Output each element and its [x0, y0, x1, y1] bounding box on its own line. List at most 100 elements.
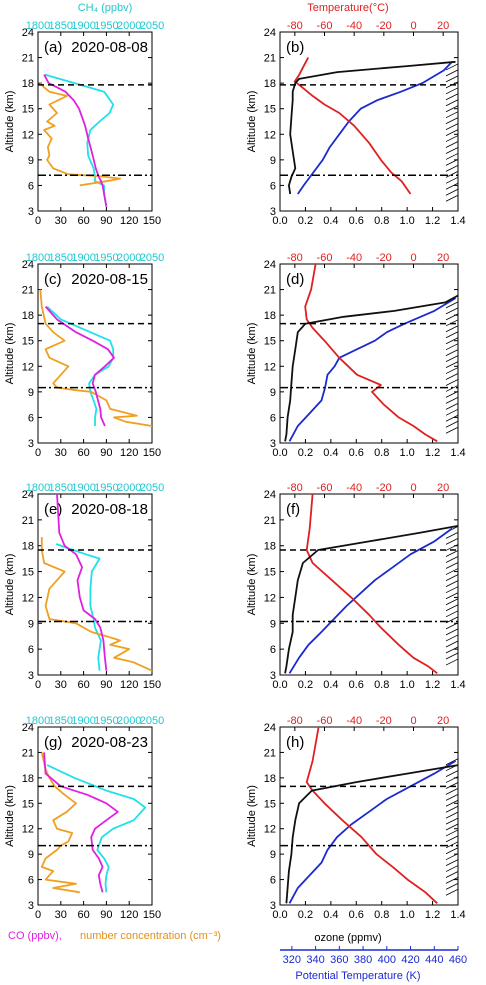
- wind-barb: [445, 871, 459, 878]
- y-tick-label: 9: [28, 387, 34, 399]
- panel-letter: (c): [44, 271, 62, 288]
- ozone-tick-label: 0.6: [349, 447, 364, 459]
- co-profile-line: [43, 74, 108, 207]
- ch4-tick-label: 2000: [117, 20, 141, 32]
- plot-frame: [279, 493, 459, 676]
- co-tick-label: 150: [143, 679, 161, 691]
- co-tick-label: 30: [55, 909, 67, 921]
- ch4-tick-label: 2050: [140, 715, 164, 727]
- ch4-tick-label: 1800: [26, 252, 50, 264]
- ozone-tick-label: 0.4: [323, 679, 338, 691]
- panel-h-chart: 3 6 9 12 15 18 21 24 Altitude (km) (h) 0.0 0.2 0.4 0.…: [246, 715, 466, 921]
- temperature-profile-line: [305, 726, 438, 904]
- wind-barb: [445, 420, 459, 428]
- ch4-tick-label: 1950: [94, 482, 118, 494]
- ozone-tick-label: 0.0: [272, 909, 287, 921]
- ozone-tick-label: 0.8: [374, 679, 389, 691]
- wind-barb: [445, 805, 459, 813]
- temperature-tick-label: -20: [376, 715, 392, 727]
- ozone-tick-label: 0.0: [272, 447, 287, 459]
- nc-profile-line: [40, 537, 153, 672]
- temperature-tick-label: -40: [346, 715, 362, 727]
- y-tick-label: 6: [270, 644, 276, 656]
- panel-b-chart: 3 6 9 12 15 18 21 24 Altitude (km) (b) 0.0 0.2 0.4 0.…: [246, 20, 466, 227]
- ozone-tick-label: 1.4: [450, 909, 465, 921]
- y-tick-label: 21: [264, 515, 276, 527]
- co-tick-label: 60: [77, 447, 89, 459]
- co-tick-label: 150: [143, 909, 161, 921]
- y-tick-label: 24: [22, 489, 34, 501]
- plot-frame: [37, 493, 153, 676]
- wind-barb: [445, 343, 459, 351]
- wind-barb: [445, 823, 459, 831]
- y-tick-label: 6: [28, 644, 34, 656]
- wind-barb: [445, 835, 459, 843]
- y-tick-label: 24: [22, 722, 34, 734]
- wind-barb: [445, 758, 459, 766]
- panel-date: 2020-08-15: [71, 271, 148, 288]
- wind-barb: [445, 75, 459, 83]
- wind-barb: [445, 87, 459, 95]
- theta-tick-label: 360: [330, 954, 348, 966]
- wind-barb: [445, 176, 459, 184]
- y-tick-label: 24: [264, 259, 276, 271]
- theta-profile-line: [297, 61, 453, 195]
- co-tick-label: 30: [55, 215, 67, 227]
- wind-barb: [445, 93, 459, 101]
- y-axis-label: Altitude (km): [4, 554, 16, 616]
- y-tick-label: 24: [22, 259, 34, 271]
- wind-barb: [445, 877, 459, 884]
- y-tick-label: 6: [28, 412, 34, 424]
- temperature-tick-label: -60: [317, 715, 333, 727]
- wind-barb: [445, 847, 459, 855]
- ozone-tick-label: 0.2: [298, 909, 313, 921]
- y-tick-label: 6: [270, 180, 276, 192]
- wind-barb: [445, 188, 459, 196]
- ch4-profile-line: [44, 73, 115, 207]
- y-tick-label: 9: [270, 155, 276, 167]
- temperature-tick-label: -80: [287, 482, 303, 494]
- ozone-tick-label: 1.2: [425, 447, 440, 459]
- y-tick-label: 15: [22, 104, 34, 116]
- theta-axis: 320 340 360 380 400 420 440 460: [280, 946, 467, 966]
- temperature-tick-label: 0: [410, 715, 416, 727]
- y-tick-label: 21: [22, 747, 34, 759]
- ozone-tick-label: 0.0: [272, 215, 287, 227]
- wind-barb: [445, 313, 459, 321]
- ozone-tick-label: 1.4: [450, 679, 465, 691]
- theta-tick-label: 380: [354, 954, 372, 966]
- plot-frame: [37, 726, 153, 906]
- panel-c-chart: 3 6 9 12 15 18 21 24 Altitude (km) (c) 2020-08-15 0…: [4, 252, 164, 459]
- wind-barb: [445, 165, 459, 172]
- ch4-tick-label: 1950: [94, 252, 118, 264]
- ozone-tick-label: 1.0: [399, 215, 414, 227]
- wind-barb: [445, 361, 459, 368]
- y-axis-label: Altitude (km): [246, 91, 258, 153]
- co-profile-line: [43, 752, 119, 893]
- ch4-tick-label: 1800: [26, 482, 50, 494]
- y-tick-label: 18: [22, 541, 34, 553]
- wind-barb: [445, 414, 459, 422]
- ch4-tick-label: 1850: [49, 20, 73, 32]
- y-tick-label: 18: [22, 78, 34, 90]
- y-tick-label: 6: [28, 180, 34, 192]
- y-tick-label: 3: [28, 900, 34, 912]
- y-tick-label: 3: [270, 206, 276, 218]
- ozone-tick-label: 1.2: [425, 215, 440, 227]
- wind-barb: [445, 544, 459, 551]
- y-axis-label: Altitude (km): [4, 91, 16, 153]
- y-axis-label: Altitude (km): [4, 323, 16, 385]
- y-axis-label: Altitude (km): [246, 554, 258, 616]
- theta-tick-label: 340: [306, 954, 324, 966]
- wind-barb: [445, 331, 459, 339]
- wind-barb: [445, 865, 459, 872]
- panel-a-chart: 3 6 9 12 15 18 21 24 Altitude (km) (a) 2020-08-08 0…: [4, 20, 164, 227]
- y-tick-label: 12: [264, 824, 276, 836]
- wind-barb: [445, 793, 459, 801]
- temperature-axis-title: Temperature(°C): [307, 2, 388, 14]
- wind-barb: [445, 355, 459, 362]
- temperature-tick-label: 20: [437, 715, 449, 727]
- ch4-tick-label: 2050: [140, 20, 164, 32]
- wind-barb: [445, 319, 459, 327]
- wind-barb: [445, 153, 459, 160]
